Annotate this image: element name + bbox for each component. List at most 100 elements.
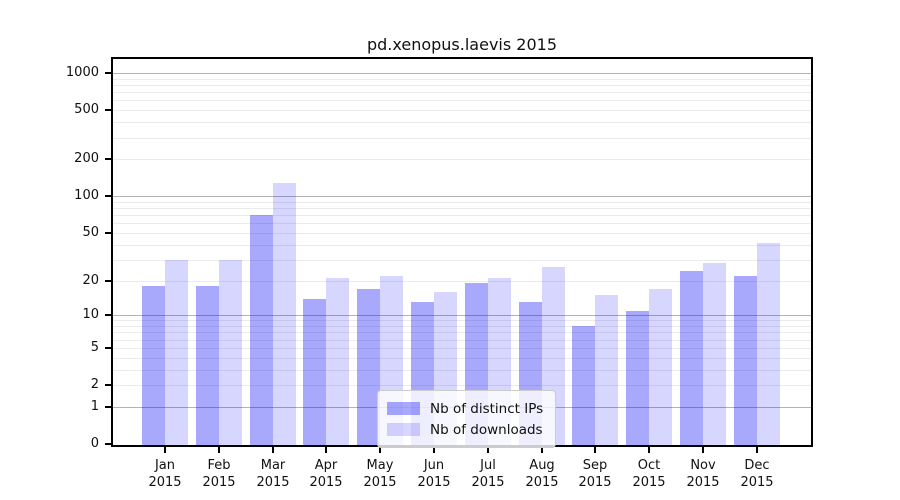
gridline-10: [113, 315, 811, 316]
x-tick-jan: [164, 447, 166, 453]
y-tick-label-500: 500: [74, 102, 99, 117]
bar-distinct-ips-jan: [142, 286, 165, 445]
x-tick-label-feb: Feb 2015: [202, 458, 236, 490]
gridline-7: [113, 332, 811, 333]
x-tick-label-may: May 2015: [363, 458, 397, 490]
y-tick-label-0: 0: [90, 436, 99, 451]
gridline-100: [113, 196, 811, 197]
y-tick-0: [105, 443, 111, 445]
legend-row-distinct-ips: Nb of distinct IPs: [387, 398, 543, 419]
gridline-200: [113, 159, 811, 160]
x-tick-label-sep: Sep 2015: [578, 458, 612, 490]
legend-label-downloads: Nb of downloads: [430, 421, 543, 438]
gridline-1000: [113, 73, 811, 74]
legend: Nb of distinct IPs Nb of downloads: [377, 390, 557, 448]
y-tick-label-5: 5: [90, 340, 99, 355]
bar-downloads-mar: [273, 183, 296, 445]
x-tick-oct: [648, 447, 650, 453]
plot-area: Nb of distinct IPs Nb of downloads 0 1 2 5 1…: [66, 57, 813, 490]
x-tick-jul: [487, 447, 489, 453]
x-tick-dec: [756, 447, 758, 453]
gridline-2: [113, 385, 811, 386]
x-tick-feb: [218, 447, 220, 453]
x-tick-sep: [594, 447, 596, 453]
y-tick-10: [105, 314, 111, 316]
legend-swatch-downloads: [387, 423, 420, 436]
gridline-70: [113, 215, 811, 216]
gridline-60: [113, 223, 811, 224]
x-tick-label-oct: Oct 2015: [632, 458, 666, 490]
x-tick-label-aug: Aug 2015: [525, 458, 559, 490]
gridline-30: [113, 260, 811, 261]
bar-distinct-ips-feb: [196, 286, 219, 445]
gridline-9: [113, 320, 811, 321]
gridline-4: [113, 358, 811, 359]
x-tick-label-apr: Apr 2015: [309, 458, 343, 490]
x-tick-may: [379, 447, 381, 453]
y-tick-label-200: 200: [74, 151, 99, 166]
gridline-600: [113, 100, 811, 101]
y-tick-100: [105, 195, 111, 197]
x-tick-jun: [433, 447, 435, 453]
legend-label-distinct-ips: Nb of distinct IPs: [430, 400, 544, 417]
x-tick-mar: [272, 447, 274, 453]
gridline-20: [113, 281, 811, 282]
x-tick-nov: [702, 447, 704, 453]
x-tick-label-mar: Mar 2015: [256, 458, 290, 490]
y-tick-1: [105, 406, 111, 408]
bar-downloads-feb: [219, 260, 242, 445]
gridline-5: [113, 348, 811, 349]
bar-distinct-ips-sep: [572, 326, 595, 445]
bar-downloads-dec: [757, 243, 780, 445]
gridline-8: [113, 326, 811, 327]
y-tick-5: [105, 347, 111, 349]
gridline-90: [113, 202, 811, 203]
bar-distinct-ips-oct: [626, 311, 649, 445]
y-tick-label-1: 1: [90, 399, 99, 414]
gridline-800: [113, 85, 811, 86]
y-tick-500: [105, 109, 111, 111]
y-tick-label-2: 2: [90, 377, 99, 392]
x-tick-label-nov: Nov 2015: [686, 458, 720, 490]
gridline-80: [113, 208, 811, 209]
x-tick-label-jan: Jan 2015: [148, 458, 182, 490]
y-tick-label-20: 20: [82, 273, 99, 288]
x-tick-apr: [325, 447, 327, 453]
gridline-6: [113, 340, 811, 341]
bar-distinct-ips-apr: [303, 299, 326, 445]
legend-row-downloads: Nb of downloads: [387, 419, 543, 440]
y-tick-1000: [105, 72, 111, 74]
bar-distinct-ips-may: [357, 289, 380, 445]
gridline-50: [113, 233, 811, 234]
y-tick-2: [105, 384, 111, 386]
y-tick-label-10: 10: [82, 307, 99, 322]
y-tick-20: [105, 280, 111, 282]
y-tick-label-1000: 1000: [65, 65, 99, 80]
y-tick-50: [105, 232, 111, 234]
x-tick-label-jul: Jul 2015: [471, 458, 505, 490]
x-tick-label-jun: Jun 2015: [417, 458, 451, 490]
y-tick-label-50: 50: [82, 225, 99, 240]
gridline-3: [113, 370, 811, 371]
x-tick-aug: [541, 447, 543, 453]
bar-downloads-sep: [595, 295, 618, 445]
gridline-40: [113, 245, 811, 246]
gridline-300: [113, 138, 811, 139]
bar-downloads-oct: [649, 289, 672, 445]
bar-distinct-ips-nov: [680, 271, 703, 445]
y-tick-200: [105, 158, 111, 160]
bar-distinct-ips-mar: [250, 215, 273, 445]
gridline-700: [113, 92, 811, 93]
gridline-400: [113, 122, 811, 123]
x-tick-label-dec: Dec 2015: [740, 458, 774, 490]
bar-distinct-ips-dec: [734, 276, 757, 445]
gridline-500: [113, 110, 811, 111]
chart-title: pd.xenopus.laevis 2015: [366, 35, 557, 54]
y-tick-label-100: 100: [74, 188, 99, 203]
bar-downloads-apr: [326, 278, 349, 445]
bar-downloads-jan: [165, 260, 188, 445]
gridline-900: [113, 79, 811, 80]
bar-downloads-nov: [703, 263, 726, 445]
legend-swatch-distinct-ips: [387, 402, 420, 415]
